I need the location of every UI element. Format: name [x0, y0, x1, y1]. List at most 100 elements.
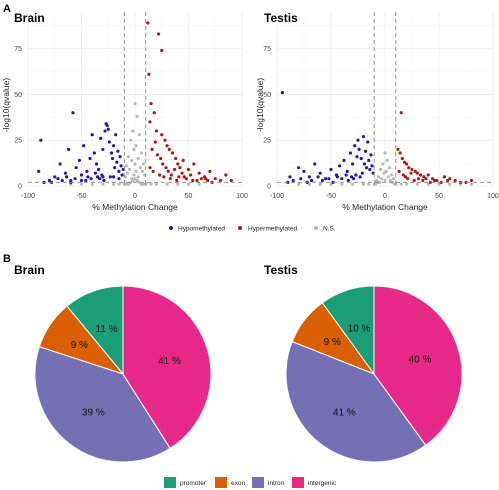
data-point-ns [367, 182, 371, 186]
data-point-hyper [162, 175, 166, 179]
data-point-ns [392, 177, 396, 181]
data-point-hypo [357, 147, 361, 151]
data-point-hyper [147, 72, 151, 76]
data-point-ns [415, 182, 419, 186]
data-point-hypo [324, 177, 328, 181]
data-point-hyper [197, 171, 201, 175]
data-point-hyper [160, 133, 164, 137]
data-point-ns [385, 158, 389, 162]
data-point-hypo [92, 151, 96, 155]
data-point-hyper [153, 140, 157, 144]
data-point-hypo [354, 173, 358, 177]
data-point-hypo [79, 173, 84, 177]
data-point-hyper [398, 151, 402, 155]
data-point-ns [129, 180, 133, 184]
data-point-hyper [195, 178, 199, 183]
data-point-hypo [118, 155, 122, 159]
data-point-hyper [176, 162, 180, 166]
data-point-ns [135, 114, 139, 118]
data-point-ns [90, 182, 94, 186]
data-point-hypo [318, 171, 322, 175]
pie-label-promoter: 11 % [96, 324, 118, 335]
data-point-hypo [356, 138, 360, 142]
data-point-hyper [424, 177, 428, 181]
data-point-hypo [89, 177, 93, 181]
data-point-hypo [361, 134, 365, 139]
data-point-hypo [73, 177, 77, 181]
data-point-hyper [156, 32, 161, 36]
data-point-hypo [105, 123, 109, 128]
data-point-hypo [119, 164, 123, 168]
data-point-hypo [84, 178, 88, 183]
data-point-ns [134, 144, 138, 148]
data-point-hypo [56, 177, 60, 181]
data-point-hypo [106, 127, 110, 131]
data-point-ns [383, 151, 387, 155]
data-point-hypo [346, 178, 350, 183]
data-point-hypo [307, 175, 311, 179]
data-point-hypo [110, 156, 115, 161]
y-tick-label: 25 [263, 138, 271, 145]
data-point-ns [387, 166, 391, 170]
data-point-hypo [351, 162, 355, 166]
data-point-ns [382, 171, 386, 175]
data-point-hyper [170, 151, 175, 155]
x-tick-label: 100 [236, 193, 248, 200]
data-point-hypo [327, 177, 331, 181]
x-tick-label: 50 [435, 193, 443, 200]
data-point-ns [381, 162, 385, 166]
data-point-hyper [399, 111, 403, 115]
data-point-ns [197, 182, 201, 186]
data-point-hypo [77, 158, 81, 162]
data-point-ns [122, 182, 126, 186]
data-point-hyper [163, 138, 167, 142]
data-point-ns [340, 182, 344, 186]
x-tick-label: 0 [383, 193, 387, 200]
data-point-hyper [192, 162, 196, 166]
data-point-hypo [367, 158, 371, 162]
data-point-ns [351, 182, 355, 186]
legend-label-ns: N.S. [323, 226, 336, 233]
data-point-hypo [60, 178, 64, 183]
data-point-hyper [453, 178, 457, 183]
data-point-hyper [397, 169, 401, 173]
data-point-hyper [422, 175, 426, 179]
data-point-hyper [409, 171, 413, 175]
data-point-hypo [288, 175, 292, 179]
legend-dot-ns [314, 226, 318, 230]
data-point-ns [376, 175, 381, 179]
data-point-hyper [175, 178, 179, 183]
data-point-hypo [67, 147, 71, 151]
data-point-ns [125, 171, 130, 175]
legend-swatch-exon [215, 477, 227, 488]
data-point-ns [426, 182, 430, 186]
data-point-hyper [166, 169, 170, 173]
data-point-hypo [299, 177, 303, 181]
legend-swatch-intergenic [292, 477, 304, 488]
data-point-ns [379, 167, 383, 172]
pie-slice-intron [34, 346, 171, 463]
volcano-title-testis: Testis [264, 11, 298, 25]
x-tick-label: -100 [270, 193, 284, 200]
data-point-hyper [186, 167, 191, 172]
data-point-ns [132, 173, 136, 177]
volcano-ylabel-brain: -log10(qvalue) [1, 78, 11, 133]
data-point-hypo [93, 171, 98, 175]
data-point-hyper [168, 177, 172, 181]
data-point-hyper [224, 173, 228, 177]
data-point-hyper [184, 177, 188, 181]
data-point-hypo [85, 169, 89, 173]
data-point-hyper [406, 177, 410, 181]
data-point-hypo [370, 164, 374, 168]
data-point-hypo [101, 175, 105, 179]
data-point-hyper [161, 162, 165, 166]
data-point-ns [405, 182, 409, 186]
volcano-plot-brain: -100 -50 0 50 100 0 25 50 75 [14, 12, 248, 200]
y-tick-label: 0 [267, 184, 271, 191]
data-point-hypo [340, 177, 344, 181]
data-point-hypo [352, 177, 356, 181]
data-point-hypo [366, 140, 370, 144]
pie-slice-intergenic [373, 285, 463, 446]
legend-swatch-promoter [164, 477, 176, 488]
data-point-hypo [363, 149, 368, 153]
